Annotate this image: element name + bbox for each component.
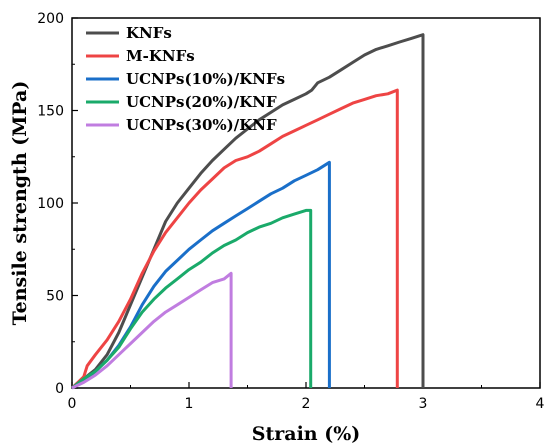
series-line-3 — [71, 160, 331, 390]
legend: KNFs M-KNFs UCNPs(10%)/KNFs UCNPs(20%)/KNF U… — [86, 24, 285, 134]
series-line-4 — [71, 208, 313, 390]
y-tick-label: 50 — [46, 289, 64, 305]
series-layer — [70, 33, 425, 390]
y-tick-label: 0 — [55, 381, 64, 397]
series-line-2 — [70, 88, 399, 390]
legend-label: UCNPs(20%)/KNF — [126, 93, 277, 111]
legend-label: UCNPs(10%)/KNFs — [126, 70, 285, 88]
y-tick-label: 200 — [37, 11, 64, 27]
y-axis-title: Tensile strength (MPa) — [9, 81, 31, 326]
x-axis-title: Strain (%) — [252, 423, 361, 445]
x-tick-label: 2 — [302, 396, 311, 412]
x-tick-label: 1 — [185, 396, 194, 412]
x-tick-label: 0 — [68, 396, 77, 412]
legend-label: M-KNFs — [126, 47, 195, 65]
legend-label: UCNPs(30%)/KNF — [126, 116, 277, 134]
series-line-1 — [71, 33, 425, 390]
y-tick-label: 100 — [37, 196, 64, 212]
x-tick-label: 4 — [536, 396, 545, 412]
x-tick-label: 3 — [419, 396, 428, 412]
legend-label: KNFs — [126, 24, 172, 42]
series-line-5 — [71, 271, 233, 390]
y-tick-label: 150 — [37, 104, 64, 120]
